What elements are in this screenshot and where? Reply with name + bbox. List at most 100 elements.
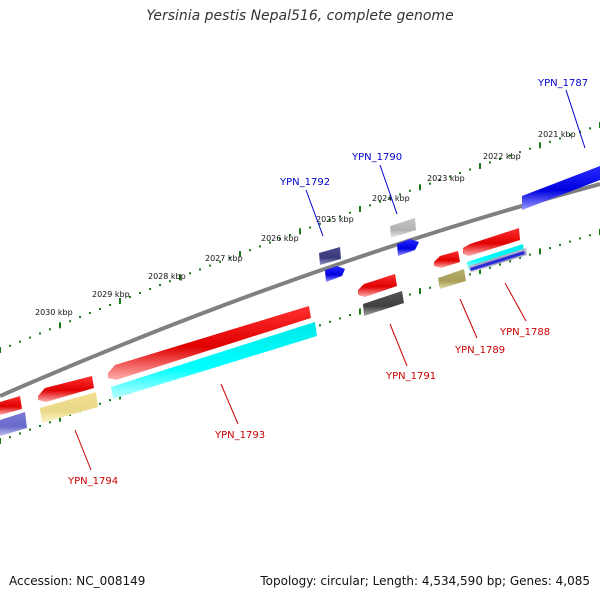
scale-tick-minor <box>569 240 571 243</box>
scale-label-2022: 2022 kbp <box>483 152 521 161</box>
scale-tick-minor <box>219 260 221 263</box>
scale-tick-minor <box>469 168 471 171</box>
scale-tick-minor <box>99 402 101 405</box>
scale-tick-minor <box>319 222 321 225</box>
callout-line-ypn-1790 <box>379 164 398 215</box>
scale-tick-minor <box>29 428 31 431</box>
gene-ypn-1787-arrow[interactable] <box>522 166 600 210</box>
scale-tick-minor <box>559 243 561 246</box>
scale-tick-minor <box>249 249 251 252</box>
scale-tick-major <box>0 438 1 444</box>
gene-label-ypn-1794[interactable]: YPN_1794 <box>67 476 118 487</box>
scale-tick-minor <box>379 200 381 203</box>
gene-ypn-1790-feature[interactable] <box>390 218 416 238</box>
scale-tick-minor <box>39 332 41 335</box>
scale-tick-major <box>179 274 181 281</box>
gene-ypn-1791-feature[interactable] <box>363 291 404 316</box>
scale-tick-major <box>479 163 481 169</box>
scale-tick-minor <box>269 241 271 244</box>
scale-tick-minor <box>529 253 531 256</box>
callout-line-ypn-1793 <box>220 383 239 425</box>
callout-line-ypn-1787 <box>565 89 586 149</box>
scale-tick-minor <box>519 151 521 154</box>
scale-label-2030: 2030 kbp <box>35 308 73 317</box>
scale-tick-minor <box>29 336 31 339</box>
scale-tick-minor <box>279 237 281 240</box>
scale-tick-minor <box>549 140 551 143</box>
callout-line-ypn-1792 <box>305 189 324 237</box>
gene-ypn-1792-arrow[interactable] <box>325 266 345 282</box>
scale-tick-minor <box>329 219 331 222</box>
gene-label-ypn-1788[interactable]: YPN_1788 <box>499 327 550 338</box>
scale-tick-minor <box>89 312 91 315</box>
scale-tick-minor <box>309 226 311 229</box>
gene-ypn-1792-feature[interactable] <box>319 247 341 265</box>
gene-callouts <box>74 89 586 471</box>
scale-tick-minor <box>509 154 511 157</box>
scale-label-2026: 2026 kbp <box>261 234 299 243</box>
gene-label-ypn-1792[interactable]: YPN_1792 <box>279 177 330 188</box>
scale-label-2024: 2024 kbp <box>372 194 410 203</box>
scale-tick-minor <box>319 324 321 327</box>
partial-feature-left-edge[interactable] <box>0 412 27 436</box>
scale-tick-minor <box>429 286 431 289</box>
scale-tick-major <box>359 308 361 315</box>
scale-tick-minor <box>189 272 191 275</box>
scale-tick-minor <box>69 320 71 323</box>
callout-line-ypn-1791 <box>389 323 408 367</box>
gene-label-ypn-1793[interactable]: YPN_1793 <box>214 430 265 441</box>
callout-line-ypn-1788 <box>504 282 527 322</box>
gene-label-ypn-1791[interactable]: YPN_1791 <box>385 371 436 382</box>
scale-tick-minor <box>579 237 581 240</box>
scale-tick-minor <box>499 263 501 266</box>
scale-tick-minor <box>9 436 11 439</box>
gene-ypn-1794-arrow[interactable] <box>38 376 94 402</box>
gene-label-ypn-1787[interactable]: YPN_1787 <box>537 78 588 89</box>
scale-label-2021: 2021 kbp <box>538 130 576 139</box>
gene-ypn-1788-arrow[interactable] <box>463 228 520 256</box>
scale-tick-minor <box>409 189 411 192</box>
scale-tick-major <box>119 298 121 304</box>
scale-tick-minor <box>429 182 431 185</box>
gene-ypn-1793-feature[interactable] <box>111 322 317 399</box>
scale-tick-major <box>0 347 1 353</box>
scale-tick-minor <box>169 280 171 283</box>
gene-label-ypn-1789[interactable]: YPN_1789 <box>454 345 505 356</box>
scale-labels: 2021 kbp 2022 kbp 2023 kbp 2024 kbp 2025… <box>35 130 576 317</box>
scale-tick-major <box>239 251 241 257</box>
scale-tick-minor <box>149 288 151 291</box>
scale-tick-minor <box>559 137 561 140</box>
scale-tick-minor <box>449 175 451 178</box>
scale-tick-minor <box>339 317 341 320</box>
gene-ypn-1790-arrow[interactable] <box>397 239 419 256</box>
scale-tick-major <box>59 415 61 422</box>
gene-ypn-1789-arrow[interactable] <box>434 251 460 268</box>
scale-label-2025: 2025 kbp <box>316 215 354 224</box>
scale-tick-minor <box>389 197 391 200</box>
scale-tick-minor <box>489 161 491 164</box>
scale-tick-minor <box>209 264 211 267</box>
gene-ypn-1794-feature[interactable] <box>40 392 98 423</box>
scale-label-2028: 2028 kbp <box>148 272 186 281</box>
gene-ypn-1791-arrow[interactable] <box>358 274 397 297</box>
scale-tick-minor <box>39 425 41 427</box>
scale-tick-major <box>359 206 361 212</box>
scale-tick-minor <box>329 320 331 323</box>
scale-label-2027: 2027 kbp <box>205 254 243 263</box>
scale-tick-major <box>59 322 61 329</box>
scale-tick-major <box>419 288 421 295</box>
scale-tick-major <box>539 248 541 255</box>
gene-ypn-1793-arrow[interactable] <box>108 306 311 380</box>
scale-tick-minor <box>349 211 351 214</box>
scale-tick-minor <box>589 127 591 130</box>
scale-tick-minor <box>109 399 111 402</box>
gene-ypn-1788-feature-3[interactable] <box>470 251 525 271</box>
partial-arrow-left-edge[interactable] <box>0 396 22 415</box>
scale-tick-minor <box>519 256 521 259</box>
genome-summary-text: Topology: circular; Length: 4,534,590 bp… <box>260 574 590 588</box>
scale-tick-minor <box>459 172 461 174</box>
scale-tick-minor <box>469 273 471 276</box>
scale-tick-minor <box>439 179 441 182</box>
gene-label-ypn-1790[interactable]: YPN_1790 <box>351 152 402 163</box>
gene-ypn-1789-feature[interactable] <box>438 269 466 289</box>
